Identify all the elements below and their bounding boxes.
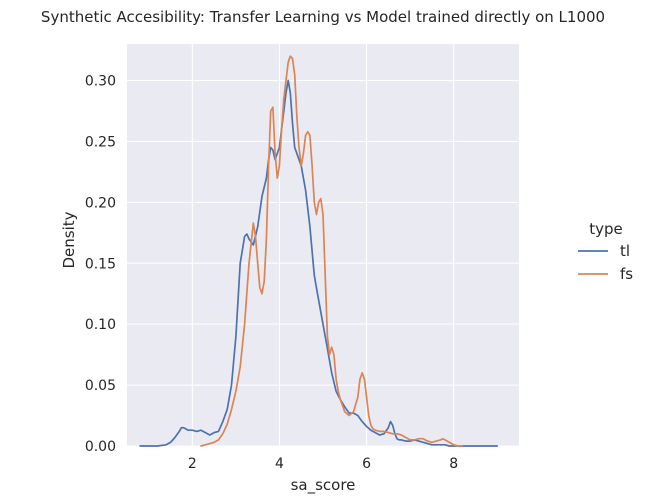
legend-items: tl fs xyxy=(578,242,633,283)
legend: type tl fs xyxy=(578,220,633,283)
y-tick-label: 0.10 xyxy=(85,317,116,333)
y-tick-label: 0.00 xyxy=(85,439,116,455)
chart-title: Synthetic Accesibility: Transfer Learnin… xyxy=(41,8,605,26)
x-axis-label: sa_score xyxy=(291,476,356,495)
y-tick-label: 0.25 xyxy=(85,134,116,150)
x-tick-label: 8 xyxy=(449,456,458,472)
y-axis-label: Density xyxy=(60,211,78,268)
series-lines xyxy=(139,55,499,447)
y-tick-label: 0.20 xyxy=(85,195,116,211)
y-tick-label: 0.30 xyxy=(85,74,116,90)
legend-label-fs: fs xyxy=(620,265,633,283)
series-line-fs xyxy=(200,55,464,447)
x-tick-label: 4 xyxy=(275,456,284,472)
x-tick-labels: 2 4 6 8 xyxy=(188,456,458,472)
legend-label-tl: tl xyxy=(620,242,630,260)
x-tick-label: 2 xyxy=(188,456,197,472)
y-tick-label: 0.05 xyxy=(85,378,116,394)
y-tick-label: 0.15 xyxy=(85,256,116,272)
grid-lines xyxy=(127,44,519,447)
x-tick-label: 6 xyxy=(362,456,371,472)
y-tick-labels: 0.00 0.05 0.10 0.15 0.20 0.25 0.30 xyxy=(85,74,116,455)
plot-area xyxy=(127,44,519,446)
legend-title: type xyxy=(589,220,623,238)
